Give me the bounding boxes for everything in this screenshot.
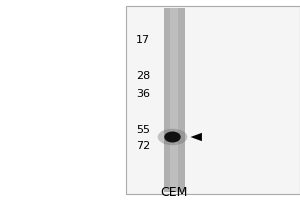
Ellipse shape — [158, 129, 188, 145]
Text: 17: 17 — [136, 35, 150, 45]
Bar — [170, 8, 178, 192]
Text: 36: 36 — [136, 89, 150, 99]
Ellipse shape — [164, 132, 181, 142]
Text: 55: 55 — [136, 125, 150, 135]
Text: 72: 72 — [136, 141, 150, 151]
Text: CEM: CEM — [160, 186, 188, 199]
Polygon shape — [190, 133, 202, 141]
Bar — [164, 8, 184, 192]
Text: 28: 28 — [136, 71, 150, 81]
Bar — [126, 6, 300, 194]
